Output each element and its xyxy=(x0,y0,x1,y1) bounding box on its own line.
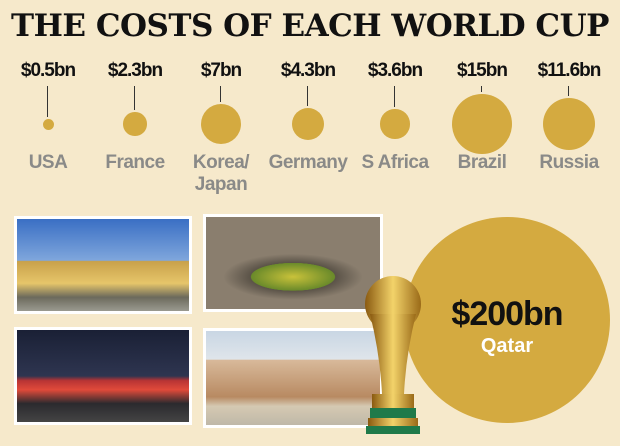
column-3: $4.3bn Germany xyxy=(265,60,351,173)
country-label: Korea/ Japan xyxy=(192,152,250,195)
leader-line xyxy=(481,86,482,92)
chart-title: THE COSTS OF EACH WORLD CUP xyxy=(11,8,609,44)
country-label: Russia xyxy=(539,152,599,173)
bubble-qatar: $200bn Qatar xyxy=(404,217,610,423)
bubble xyxy=(452,94,512,154)
stadium-photo-lusail xyxy=(14,216,192,314)
country-label: S Africa xyxy=(361,152,429,173)
bubble xyxy=(380,109,410,139)
value-label: $4.3bn xyxy=(280,60,336,81)
leader-line xyxy=(134,86,135,111)
country-label-qatar: Qatar xyxy=(480,335,534,357)
leader-line xyxy=(307,86,308,106)
bubble xyxy=(200,103,242,145)
value-label: $3.6bn xyxy=(367,60,423,81)
country-label: USA xyxy=(28,152,68,173)
value-label-qatar: $200bn xyxy=(451,295,563,333)
value-label: $15bn xyxy=(457,60,508,81)
value-label: $2.3bn xyxy=(107,60,163,81)
country-label: Brazil xyxy=(457,152,507,173)
column-4: $3.6bn S Africa xyxy=(352,60,438,173)
stadium-photo-khalifa xyxy=(14,327,192,425)
leader-line xyxy=(220,86,221,102)
column-6: $11.6bn Russia xyxy=(526,60,612,173)
country-label: Germany xyxy=(268,152,348,173)
column-2: $7bn Korea/ Japan xyxy=(178,60,264,195)
bubble xyxy=(542,97,596,151)
leader-line xyxy=(568,86,569,96)
world-cup-trophy-icon xyxy=(365,276,421,434)
value-label: $0.5bn xyxy=(20,60,76,81)
bubble xyxy=(123,112,147,136)
leader-line xyxy=(394,86,395,108)
value-label: $11.6bn xyxy=(537,60,602,81)
column-5: $15bn Brazil xyxy=(439,60,525,173)
leader-line xyxy=(47,86,48,117)
country-label: France xyxy=(105,152,165,173)
stadium-photo-al-bayt xyxy=(203,328,383,428)
column-0: $0.5bn USA xyxy=(5,60,91,173)
column-1: $2.3bn France xyxy=(92,60,178,173)
bubble xyxy=(291,107,325,141)
stadium-photo-interior xyxy=(203,214,383,312)
bubble xyxy=(42,118,54,130)
value-label: $7bn xyxy=(200,60,242,81)
